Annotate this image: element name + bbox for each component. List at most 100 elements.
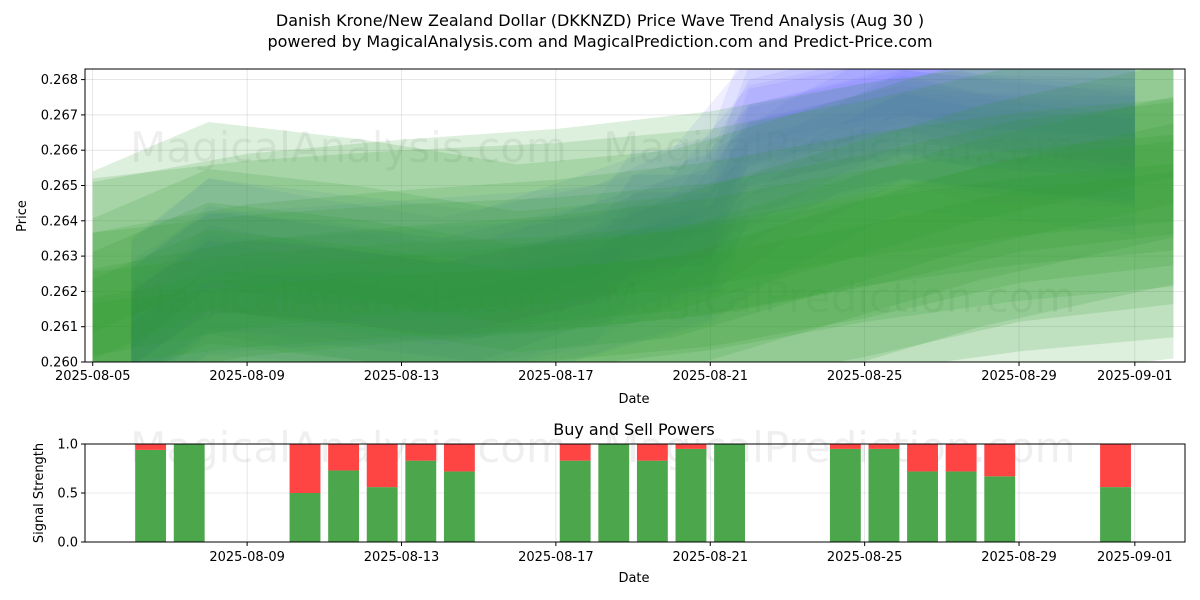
x-tick-label: 2025-08-21	[672, 369, 748, 384]
sell-bar	[675, 444, 707, 449]
x-axis-label: Date	[618, 392, 649, 407]
sell-bar	[559, 444, 591, 461]
buy-bar	[173, 444, 205, 542]
y-tick-label: 0.265	[41, 179, 78, 194]
y-tick-label: 0.0	[57, 536, 78, 551]
sell-bar	[829, 444, 861, 449]
x-tick-label: 2025-09-01	[1097, 369, 1173, 384]
sell-bar	[289, 444, 321, 493]
price-band-blue	[131, 108, 1135, 362]
price-band-blue	[131, 69, 1135, 362]
x-tick-label: 2025-08-25	[827, 550, 903, 565]
y-tick-label: 0.264	[41, 214, 78, 229]
price-band-green	[92, 134, 1174, 362]
sell-bar	[366, 444, 398, 488]
x-tick-label: 2025-08-29	[981, 369, 1057, 384]
price-band-blue	[131, 69, 1135, 362]
sell-bar	[907, 444, 938, 472]
x-tick-label: 2025-08-21	[672, 550, 748, 565]
x-tick-label: 2025-09-01	[1097, 550, 1173, 565]
x-tick-label: 2025-08-17	[518, 369, 594, 384]
signal-title: Buy and Sell Powers	[553, 420, 715, 439]
sell-bar	[945, 444, 977, 472]
y-tick-label: 0.267	[41, 108, 78, 123]
buy-bar	[714, 444, 745, 542]
sell-bar	[443, 444, 475, 472]
price-band-green	[92, 96, 1174, 360]
signal-axes: 2025-08-09 2025-08-13 2025-08-17 2025-08-21…	[57, 438, 1172, 566]
signal-x-axis-label: Date	[618, 571, 649, 586]
sell-bar	[328, 444, 360, 471]
x-tick-label: 2025-08-17	[518, 550, 594, 565]
price-band-blue	[131, 69, 1135, 362]
y-tick-label: 0.262	[41, 285, 78, 300]
price-band-green	[92, 98, 1174, 362]
price-band-green	[92, 69, 1174, 362]
signal-bars	[135, 444, 1131, 542]
x-tick-label: 2025-08-13	[364, 550, 440, 565]
price-band-green	[92, 141, 1174, 362]
price-band-blue	[131, 70, 1135, 362]
sell-bar	[636, 444, 668, 461]
buy-bar	[559, 460, 591, 542]
y-axis-label: Price	[15, 200, 30, 232]
y-tick-label: 0.268	[41, 73, 78, 88]
watermark: MagicalAnalysis.com	[130, 123, 567, 172]
chart-title: Danish Krone/New Zealand Dollar (DKKNZD)…	[276, 11, 924, 30]
price-band-green	[92, 102, 1174, 362]
buy-bar	[907, 471, 938, 542]
price-band-blue	[131, 69, 1135, 362]
price-band-green	[92, 69, 1174, 362]
x-tick-label: 2025-08-05	[55, 369, 131, 384]
y-tick-label: 0.263	[41, 250, 78, 265]
sell-bar	[405, 444, 437, 461]
watermark: MagicalAnalysis.com	[130, 273, 567, 322]
price-axes: 2025-08-05 2025-08-09 2025-08-13 2025-08-17…	[41, 73, 1173, 384]
signal-panel: Buy and Sell Powers MagicalAnalysis.com …	[32, 420, 1186, 586]
buy-bar	[675, 448, 707, 542]
y-tick-label: 0.266	[41, 144, 78, 159]
price-band-green	[92, 69, 1174, 362]
buy-bar	[945, 471, 977, 542]
price-band-blue	[131, 69, 1135, 362]
price-band-blue	[131, 93, 1135, 352]
x-tick-label: 2025-08-09	[209, 550, 285, 565]
price-panel: MagicalAnalysis.com MagicalPrediction.co…	[15, 68, 1186, 407]
buy-bar	[328, 470, 360, 542]
y-tick-label: 0.5	[57, 487, 78, 502]
buy-bar	[829, 448, 861, 542]
price-band-blue	[131, 69, 1135, 362]
price-band-green	[92, 172, 1174, 362]
buy-bar	[135, 449, 167, 542]
sell-bar	[868, 444, 900, 449]
price-band-green	[92, 163, 1174, 356]
sell-bar	[984, 444, 1016, 477]
chart-subtitle: powered by MagicalAnalysis.com and Magic…	[267, 32, 932, 51]
price-band-green	[92, 123, 1174, 333]
buy-bar	[366, 487, 398, 542]
signal-y-axis-label: Signal Strength	[32, 443, 47, 543]
buy-bar	[636, 460, 668, 542]
buy-bar	[598, 444, 630, 542]
price-band-blue	[131, 69, 1135, 351]
buy-bar	[868, 448, 900, 542]
y-tick-label: 1.0	[57, 438, 78, 453]
buy-bar	[289, 493, 321, 542]
watermark: MagicalPrediction.com	[603, 123, 1076, 172]
price-band-blue	[131, 75, 1135, 349]
y-tick-label: 0.261	[41, 320, 78, 335]
price-bands	[92, 69, 1174, 362]
price-band-blue	[131, 69, 1135, 362]
price-watermarks: MagicalAnalysis.com MagicalPrediction.co…	[130, 123, 1076, 322]
buy-bar	[405, 460, 437, 542]
buy-bar	[1100, 487, 1131, 542]
price-band-blue	[131, 85, 1135, 336]
x-tick-label: 2025-08-25	[827, 369, 903, 384]
buy-bar	[443, 471, 475, 542]
x-tick-label: 2025-08-29	[981, 550, 1057, 565]
y-tick-label: 0.260	[41, 356, 78, 371]
watermark: MagicalPrediction.com	[603, 273, 1076, 322]
sell-bar	[1100, 444, 1131, 488]
x-tick-label: 2025-08-13	[364, 369, 440, 384]
